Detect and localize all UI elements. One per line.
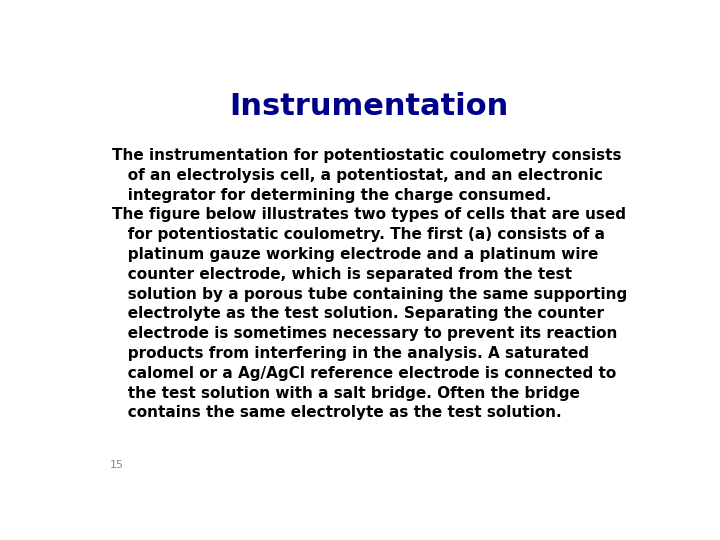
- Text: Instrumentation: Instrumentation: [230, 92, 508, 121]
- Text: 15: 15: [109, 460, 124, 470]
- Text: The instrumentation for potentiostatic coulometry consists
   of an electrolysis: The instrumentation for potentiostatic c…: [112, 148, 628, 420]
